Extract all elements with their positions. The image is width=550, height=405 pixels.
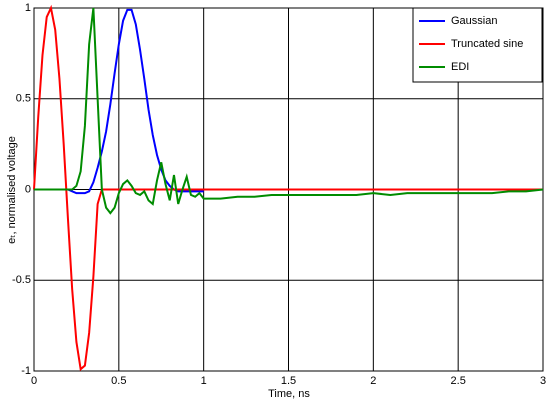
y-tick-label: 0.5 [16,93,31,105]
legend-label: Truncated sine [451,38,523,50]
y-tick-label: 1 [25,2,31,14]
x-tick-label: 2 [370,375,376,387]
x-tick-label: 1 [201,375,207,387]
y-tick-label: -0.5 [12,274,31,286]
legend-label: EDI [451,61,469,73]
series-line [34,7,544,215]
x-tick-label: 0.5 [111,375,126,387]
y-tick-label: -1 [21,365,31,377]
x-tick-label: 3 [540,375,546,387]
x-axis-label: Time, ns [268,388,310,400]
x-tick-label: 1.5 [281,375,296,387]
y-tick-label: 0 [25,183,31,195]
y-axis-label: eₜ, normalised voltage [6,136,18,244]
legend-label: Gaussian [451,15,497,27]
series-line [33,4,543,372]
x-tick-label: 0 [31,375,37,387]
x-tick-label: 2.5 [451,375,466,387]
